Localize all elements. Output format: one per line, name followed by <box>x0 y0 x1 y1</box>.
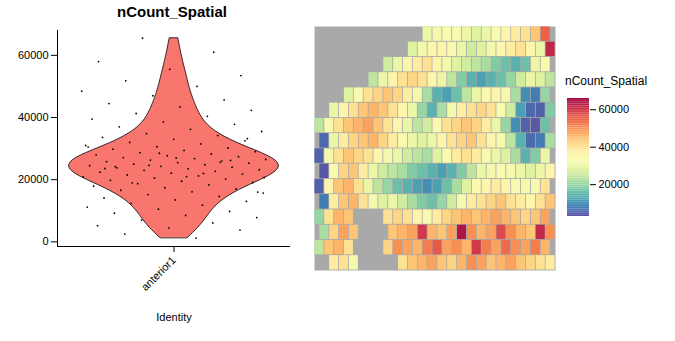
svg-text:40000: 40000 <box>18 111 49 123</box>
svg-text:20000: 20000 <box>599 178 630 190</box>
svg-text:20000: 20000 <box>18 173 49 185</box>
html-text:nCount_Spatial: nCount_Spatial <box>565 74 648 88</box>
svg-text:0: 0 <box>42 235 48 247</box>
html-text:nCount_Spatial: nCount_Spatial <box>117 3 227 20</box>
svg-text:Identity: Identity <box>156 311 192 323</box>
svg-text:40000: 40000 <box>599 141 630 153</box>
svg-text:60000: 60000 <box>599 103 630 115</box>
svg-text:anterior1: anterior1 <box>139 254 178 293</box>
svg-text:60000: 60000 <box>18 49 49 61</box>
